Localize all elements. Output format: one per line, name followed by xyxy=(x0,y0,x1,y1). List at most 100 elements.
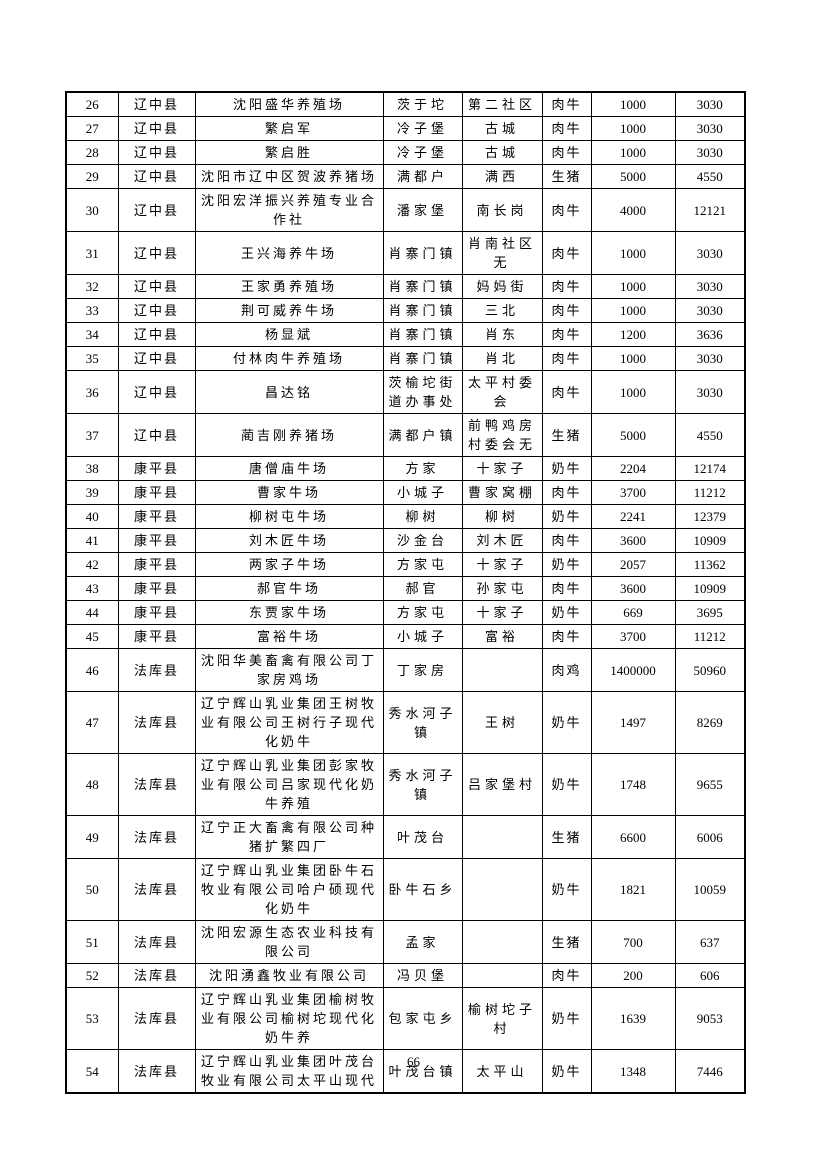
cell-amount: 3030 xyxy=(674,370,746,414)
cell-index: 26 xyxy=(65,91,119,117)
cell-town: 茨榆坨街道办事处 xyxy=(382,370,463,414)
cell-index: 28 xyxy=(65,140,119,165)
cell-index: 49 xyxy=(65,815,119,859)
cell-quantity: 1000 xyxy=(590,274,676,299)
cell-index: 33 xyxy=(65,298,119,323)
table-row: 45 康平县 富裕牛场 小城子 富裕 肉牛 3700 11212 xyxy=(65,624,746,649)
cell-name: 沈阳市辽中区贺波养猪场 xyxy=(194,164,384,189)
cell-county: 辽中县 xyxy=(117,274,196,299)
table-row: 41 康平县 刘木匠牛场 沙金台 刘木匠 肉牛 3600 10909 xyxy=(65,528,746,553)
cell-livestock: 奶牛 xyxy=(541,600,592,625)
cell-amount: 8269 xyxy=(674,691,746,754)
cell-livestock: 肉牛 xyxy=(541,140,592,165)
cell-town: 孟家 xyxy=(382,920,463,964)
cell-index: 29 xyxy=(65,164,119,189)
cell-name: 沈阳华美畜禽有限公司丁家房鸡场 xyxy=(194,648,384,692)
cell-town: 潘家堡 xyxy=(382,188,463,232)
cell-name: 繁启胜 xyxy=(194,140,384,165)
cell-livestock: 肉牛 xyxy=(541,231,592,275)
cell-county: 辽中县 xyxy=(117,91,196,117)
cell-name: 辽宁辉山乳业集团王树牧业有限公司王树行子现代化奶牛 xyxy=(194,691,384,754)
cell-village: 王树 xyxy=(461,691,543,754)
table-row: 27 辽中县 繁启军 冷子堡 古城 肉牛 1000 3030 xyxy=(65,116,746,141)
cell-livestock: 肉牛 xyxy=(541,274,592,299)
cell-quantity: 3600 xyxy=(590,576,676,601)
cell-county: 辽中县 xyxy=(117,231,196,275)
cell-county: 辽中县 xyxy=(117,140,196,165)
cell-name: 刘木匠牛场 xyxy=(194,528,384,553)
cell-amount: 11212 xyxy=(674,480,746,505)
table-row: 35 辽中县 付林肉牛养殖场 肖寨门镇 肖北 肉牛 1000 3030 xyxy=(65,346,746,371)
cell-index: 39 xyxy=(65,480,119,505)
cell-index: 42 xyxy=(65,552,119,577)
cell-amount: 3030 xyxy=(674,274,746,299)
cell-town: 茨于坨 xyxy=(382,91,463,117)
cell-village: 满西 xyxy=(461,164,543,189)
cell-index: 38 xyxy=(65,456,119,481)
cell-quantity: 5000 xyxy=(590,413,676,457)
cell-county: 辽中县 xyxy=(117,116,196,141)
cell-quantity: 2241 xyxy=(590,504,676,529)
cell-amount: 10059 xyxy=(674,858,746,921)
cell-county: 法库县 xyxy=(117,963,196,988)
cell-village: 孙家屯 xyxy=(461,576,543,601)
cell-county: 康平县 xyxy=(117,456,196,481)
table-row: 43 康平县 郝官牛场 郝官 孙家屯 肉牛 3600 10909 xyxy=(65,576,746,601)
cell-village: 太平村委会 xyxy=(461,370,543,414)
cell-name: 荆可威养牛场 xyxy=(194,298,384,323)
cell-livestock: 肉牛 xyxy=(541,480,592,505)
cell-amount: 4550 xyxy=(674,164,746,189)
cell-amount: 50960 xyxy=(674,648,746,692)
cell-village: 吕家堡村 xyxy=(461,753,543,816)
cell-name: 繁启军 xyxy=(194,116,384,141)
cell-county: 法库县 xyxy=(117,753,196,816)
cell-amount: 3636 xyxy=(674,322,746,347)
cell-town: 叶茂台 xyxy=(382,815,463,859)
table-row: 47 法库县 辽宁辉山乳业集团王树牧业有限公司王树行子现代化奶牛 秀水河子镇 王树 奶牛 1… xyxy=(65,691,746,754)
cell-town: 卧牛石乡 xyxy=(382,858,463,921)
cell-index: 27 xyxy=(65,116,119,141)
cell-amount: 606 xyxy=(674,963,746,988)
cell-town: 沙金台 xyxy=(382,528,463,553)
cell-index: 54 xyxy=(65,1049,119,1094)
cell-town: 满都户镇 xyxy=(382,413,463,457)
table-row: 32 辽中县 王家勇养殖场 肖寨门镇 妈妈街 肉牛 1000 3030 xyxy=(65,274,746,299)
cell-quantity: 3700 xyxy=(590,480,676,505)
cell-index: 51 xyxy=(65,920,119,964)
cell-quantity: 1639 xyxy=(590,987,676,1050)
cell-village xyxy=(461,963,543,988)
cell-quantity: 3600 xyxy=(590,528,676,553)
cell-name: 东贾家牛场 xyxy=(194,600,384,625)
cell-quantity: 1821 xyxy=(590,858,676,921)
cell-county: 法库县 xyxy=(117,648,196,692)
table-row: 48 法库县 辽宁辉山乳业集团彭家牧业有限公司吕家现代化奶牛养殖 秀水河子镇 吕家堡村奶… xyxy=(65,753,746,816)
table-row: 53 法库县 辽宁辉山乳业集团榆树牧业有限公司榆树坨现代化奶牛养 包家屯乡 榆树坨子村奶… xyxy=(65,987,746,1050)
cell-index: 53 xyxy=(65,987,119,1050)
cell-livestock: 奶牛 xyxy=(541,753,592,816)
cell-amount: 11212 xyxy=(674,624,746,649)
cell-livestock: 肉牛 xyxy=(541,624,592,649)
cell-quantity: 2204 xyxy=(590,456,676,481)
cell-name: 辽宁辉山乳业集团卧牛石牧业有限公司哈户硕现代化奶牛 xyxy=(194,858,384,921)
cell-name: 辽宁正大畜禽有限公司种猪扩繁四厂 xyxy=(194,815,384,859)
cell-town: 冷子堡 xyxy=(382,140,463,165)
table-body: 26 辽中县 沈阳盛华养殖场 茨于坨 第二社区 肉牛 1000 3030 27 辽中县 繁启军 冷子堡… xyxy=(65,91,746,1094)
cell-livestock: 奶牛 xyxy=(541,1049,592,1094)
cell-name: 两家子牛场 xyxy=(194,552,384,577)
cell-amount: 3030 xyxy=(674,140,746,165)
cell-quantity: 700 xyxy=(590,920,676,964)
cell-village: 刘木匠 xyxy=(461,528,543,553)
cell-quantity: 200 xyxy=(590,963,676,988)
cell-village xyxy=(461,815,543,859)
cell-livestock: 奶牛 xyxy=(541,456,592,481)
cell-village: 肖东 xyxy=(461,322,543,347)
cell-county: 法库县 xyxy=(117,920,196,964)
cell-county: 法库县 xyxy=(117,691,196,754)
cell-name: 昌达铭 xyxy=(194,370,384,414)
cell-name: 王家勇养殖场 xyxy=(194,274,384,299)
cell-amount: 7446 xyxy=(674,1049,746,1094)
table-row: 50 法库县 辽宁辉山乳业集团卧牛石牧业有限公司哈户硕现代化奶牛 卧牛石乡 奶牛 1821… xyxy=(65,858,746,921)
cell-livestock: 肉牛 xyxy=(541,346,592,371)
cell-town: 满都户 xyxy=(382,164,463,189)
